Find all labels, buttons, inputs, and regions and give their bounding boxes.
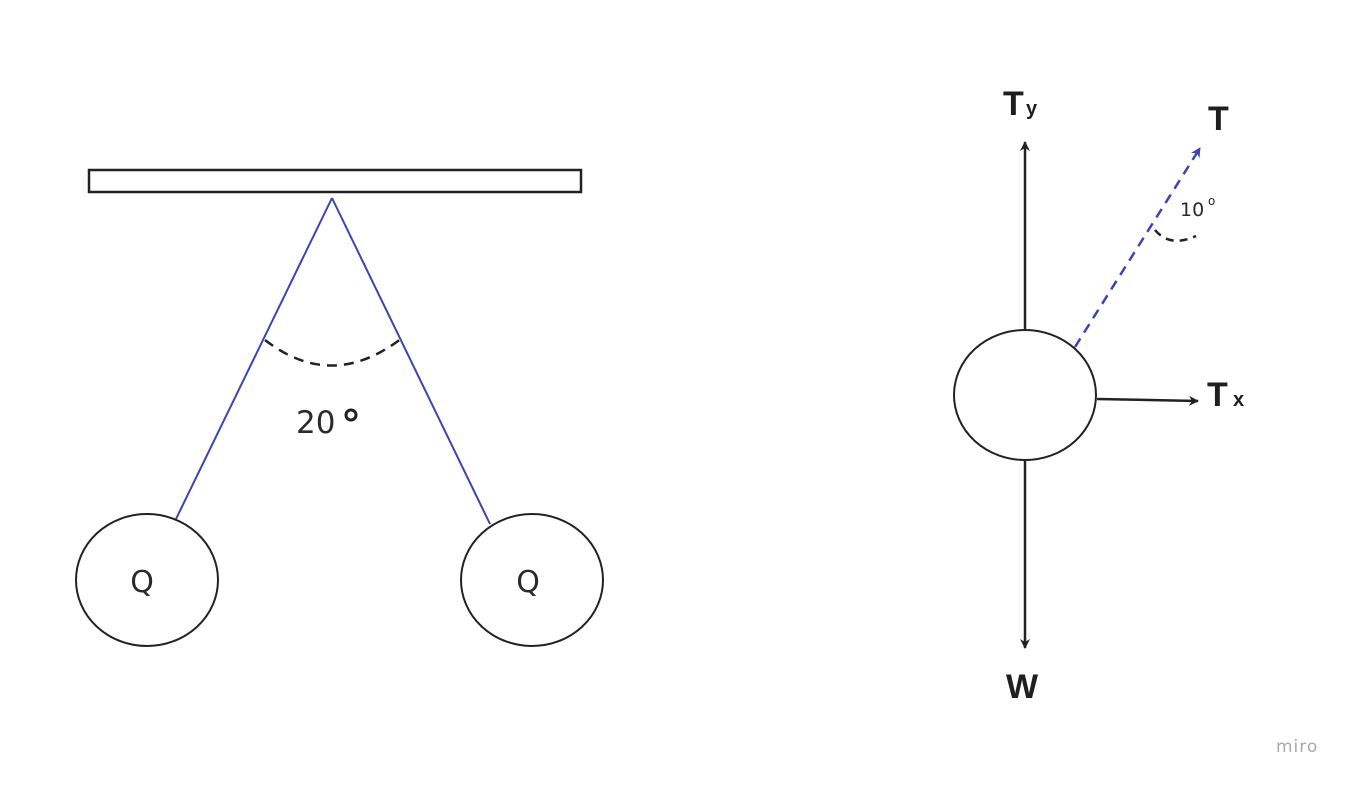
angle-arc-20: [264, 337, 403, 367]
miro-watermark: miro: [1276, 737, 1318, 757]
ty-label: T: [1003, 85, 1024, 123]
left-string: [175, 197, 333, 520]
charge-sphere-left: [75, 513, 219, 647]
small-angle-degree: o: [1208, 194, 1215, 208]
t-label: T: [1208, 100, 1229, 138]
tx-label: T: [1207, 376, 1228, 414]
degree-symbol: [344, 408, 358, 422]
pendulum-diagram: 20 Q Q: [75, 168, 604, 647]
ty-subscript: y: [1026, 98, 1038, 120]
charge-label-right: Q: [516, 565, 540, 600]
right-string: [331, 197, 491, 525]
free-body-diagram: 10 o T y T T x W: [953, 85, 1244, 706]
small-angle-label: 10: [1180, 199, 1204, 221]
angle-label-20: 20: [296, 405, 335, 441]
ceiling-support-bar: [87, 168, 583, 194]
tx-subscript: x: [1233, 389, 1244, 411]
t-tension-vector: [1073, 147, 1202, 348]
body-sphere: [953, 329, 1097, 461]
w-label: W: [1006, 668, 1039, 706]
tx-force-arrow: [1096, 395, 1199, 406]
charge-sphere-right: [460, 513, 604, 647]
charge-label-left: Q: [130, 565, 154, 600]
angle-arc-10: [1154, 229, 1197, 243]
